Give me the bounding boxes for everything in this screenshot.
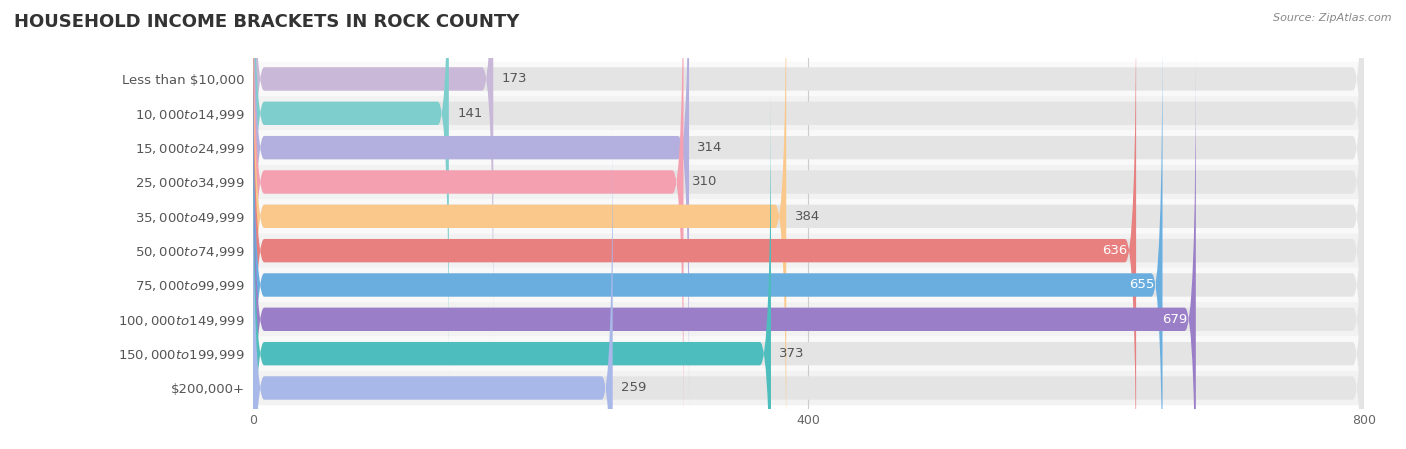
FancyBboxPatch shape [253,0,689,411]
Text: Source: ZipAtlas.com: Source: ZipAtlas.com [1274,13,1392,23]
FancyBboxPatch shape [253,0,494,342]
Text: 173: 173 [502,72,527,85]
Text: 373: 373 [779,347,804,360]
Text: 384: 384 [794,210,820,223]
FancyBboxPatch shape [253,0,1364,449]
FancyBboxPatch shape [242,268,1375,302]
Text: 314: 314 [697,141,723,154]
FancyBboxPatch shape [242,371,1375,405]
FancyBboxPatch shape [253,125,1364,449]
FancyBboxPatch shape [242,233,1375,268]
FancyBboxPatch shape [253,56,1197,449]
FancyBboxPatch shape [253,22,1163,449]
FancyBboxPatch shape [253,0,1364,445]
FancyBboxPatch shape [253,0,1136,449]
Text: 310: 310 [692,176,717,189]
FancyBboxPatch shape [253,0,1364,411]
FancyBboxPatch shape [242,336,1375,371]
FancyBboxPatch shape [253,91,770,449]
FancyBboxPatch shape [242,96,1375,131]
FancyBboxPatch shape [253,0,1364,342]
Text: 655: 655 [1129,278,1154,291]
FancyBboxPatch shape [253,0,1364,449]
FancyBboxPatch shape [253,125,613,449]
FancyBboxPatch shape [253,91,1364,449]
FancyBboxPatch shape [242,131,1375,165]
FancyBboxPatch shape [242,165,1375,199]
Text: 636: 636 [1102,244,1128,257]
FancyBboxPatch shape [253,22,1364,449]
FancyBboxPatch shape [242,302,1375,336]
FancyBboxPatch shape [253,0,786,449]
FancyBboxPatch shape [242,199,1375,233]
FancyBboxPatch shape [253,0,683,445]
Text: HOUSEHOLD INCOME BRACKETS IN ROCK COUNTY: HOUSEHOLD INCOME BRACKETS IN ROCK COUNTY [14,13,519,31]
Text: 141: 141 [457,107,482,120]
FancyBboxPatch shape [253,0,449,376]
FancyBboxPatch shape [242,62,1375,96]
Text: 259: 259 [621,382,647,395]
FancyBboxPatch shape [253,56,1364,449]
FancyBboxPatch shape [253,0,1364,376]
Text: 679: 679 [1163,313,1188,326]
